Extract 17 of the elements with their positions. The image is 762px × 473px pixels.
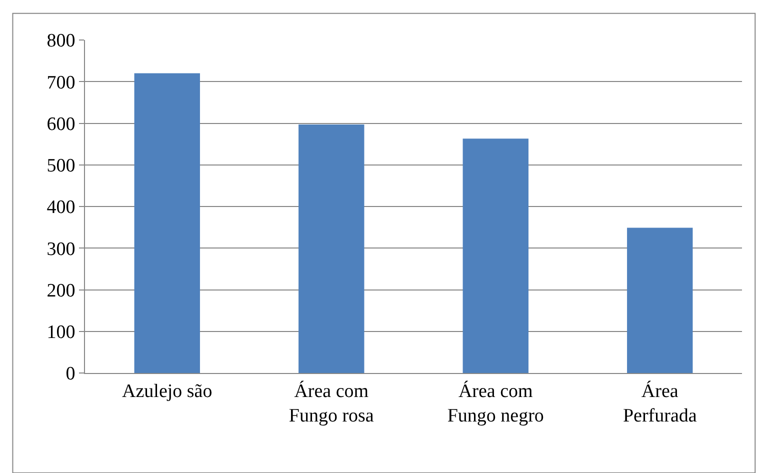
x-tick-label: Área com Fungo negro (447, 380, 544, 426)
y-tick-label: 0 (66, 364, 76, 385)
bar (134, 73, 200, 373)
bar (462, 138, 528, 373)
y-tick-label: 200 (46, 280, 76, 302)
x-tick-label: Azulejo são (122, 380, 212, 402)
y-tick-label: 800 (46, 30, 76, 52)
bar (627, 228, 693, 373)
x-tick-label: Área com Fungo rosa (288, 380, 374, 426)
y-tick-label: 400 (46, 197, 76, 218)
y-tick-label: 700 (46, 72, 76, 94)
y-tick-label: 100 (46, 322, 76, 344)
y-tick-label: 300 (46, 238, 76, 260)
y-tick-label: 500 (46, 156, 76, 177)
bar (298, 124, 364, 373)
x-tick-label: Área Perfurada (622, 380, 698, 426)
y-tick-label: 600 (46, 114, 76, 135)
